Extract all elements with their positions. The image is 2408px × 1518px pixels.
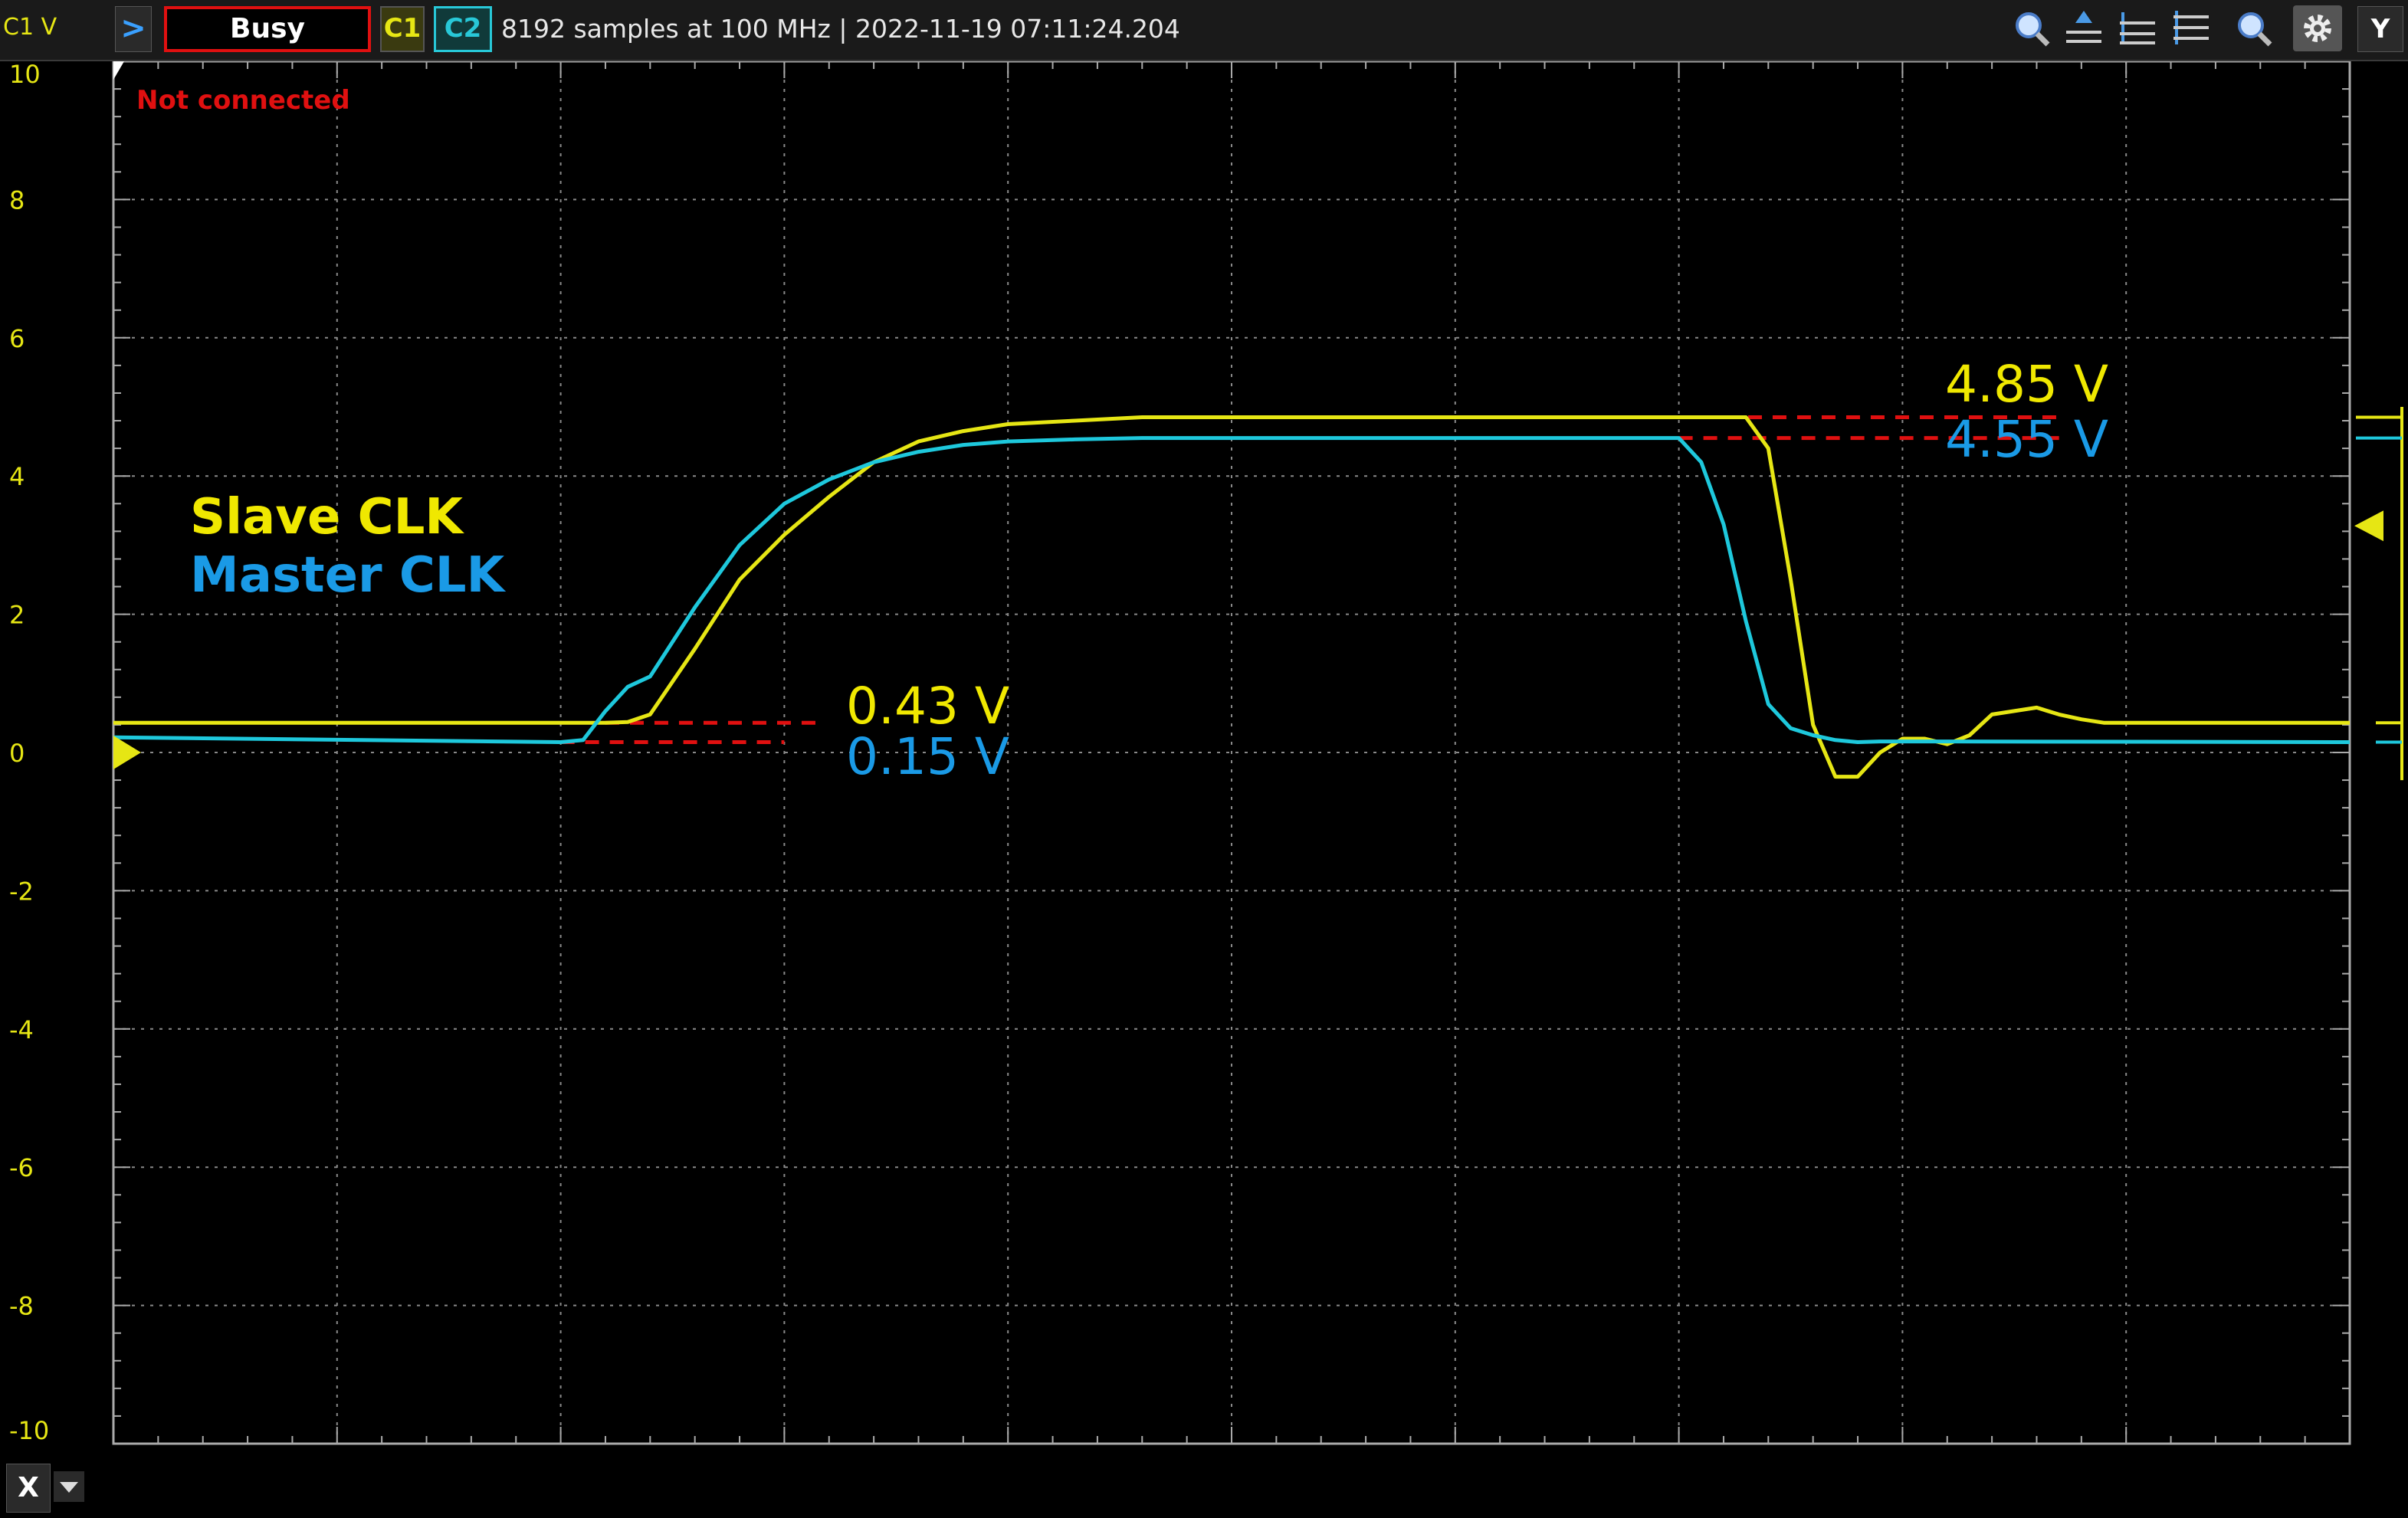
cursor-down-icon[interactable] bbox=[2169, 6, 2213, 51]
voltage-annotation: 4.55 V bbox=[1945, 410, 2108, 469]
y-tick-label: -10 bbox=[9, 1416, 49, 1445]
y-tick-label: 8 bbox=[9, 185, 25, 215]
voltage-annotation: 0.43 V bbox=[846, 677, 1009, 736]
toolbar: C1 V > Busy C1 C2 8192 samples at 100 MH… bbox=[0, 0, 2408, 61]
y-tick-label: -4 bbox=[9, 1015, 34, 1044]
voltage-annotation: 4.85 V bbox=[1945, 355, 2108, 414]
annotations: 4.85 V4.55 V 0.43 V0.15 V bbox=[846, 355, 2108, 786]
trigger-level-handle bbox=[2354, 510, 2383, 542]
grid bbox=[112, 61, 2351, 1445]
y-tick-label: 6 bbox=[9, 324, 25, 353]
acquisition-info: 8192 samples at 100 MHz | 2022-11-19 07:… bbox=[501, 14, 1180, 44]
cursor-level-icon[interactable] bbox=[2115, 6, 2160, 51]
status-busy-button[interactable]: Busy bbox=[164, 6, 371, 52]
connection-status: Not connected bbox=[136, 85, 350, 116]
legend-entry: Slave CLK bbox=[190, 489, 464, 546]
x-axis-button[interactable]: X bbox=[6, 1464, 51, 1513]
settings-icon[interactable] bbox=[2293, 5, 2342, 51]
channel-2-button[interactable]: C2 bbox=[434, 6, 492, 52]
trace-slave-clk bbox=[113, 415, 2350, 779]
cursor-up-icon[interactable] bbox=[2062, 6, 2106, 51]
legend-entry: Master CLK bbox=[190, 547, 507, 604]
y-tick-label: -8 bbox=[9, 1292, 34, 1321]
y-tick-label: 4 bbox=[9, 462, 25, 491]
c1-offset-handle bbox=[113, 736, 141, 769]
y-tick-label: 0 bbox=[9, 739, 25, 768]
channel-1-button[interactable]: C1 bbox=[380, 6, 425, 52]
handles bbox=[113, 61, 2403, 781]
y-tick-label: 2 bbox=[9, 601, 25, 630]
chevron-down-icon[interactable] bbox=[54, 1471, 84, 1502]
zoom-out-icon[interactable] bbox=[2232, 6, 2276, 51]
level-markers bbox=[560, 415, 2059, 744]
voltage-annotation: 0.15 V bbox=[846, 727, 1009, 786]
traces bbox=[113, 415, 2351, 779]
channel-unit-label: C1 V bbox=[3, 14, 57, 41]
y-axis-button[interactable]: Y bbox=[2357, 6, 2403, 52]
y-tick-label: -6 bbox=[9, 1153, 34, 1182]
y-tick-label: 10 bbox=[9, 61, 41, 89]
y-axis-ticks: 10 8 6 4 2 0 -2 -4 -6 -8 -10 bbox=[9, 61, 49, 1445]
run-arrow-button[interactable]: > bbox=[115, 6, 152, 52]
zoom-icon[interactable] bbox=[2009, 6, 2054, 51]
top-marker-handle bbox=[113, 61, 124, 80]
trace-master-clk bbox=[113, 436, 2351, 744]
y-tick-label: -2 bbox=[9, 877, 34, 906]
